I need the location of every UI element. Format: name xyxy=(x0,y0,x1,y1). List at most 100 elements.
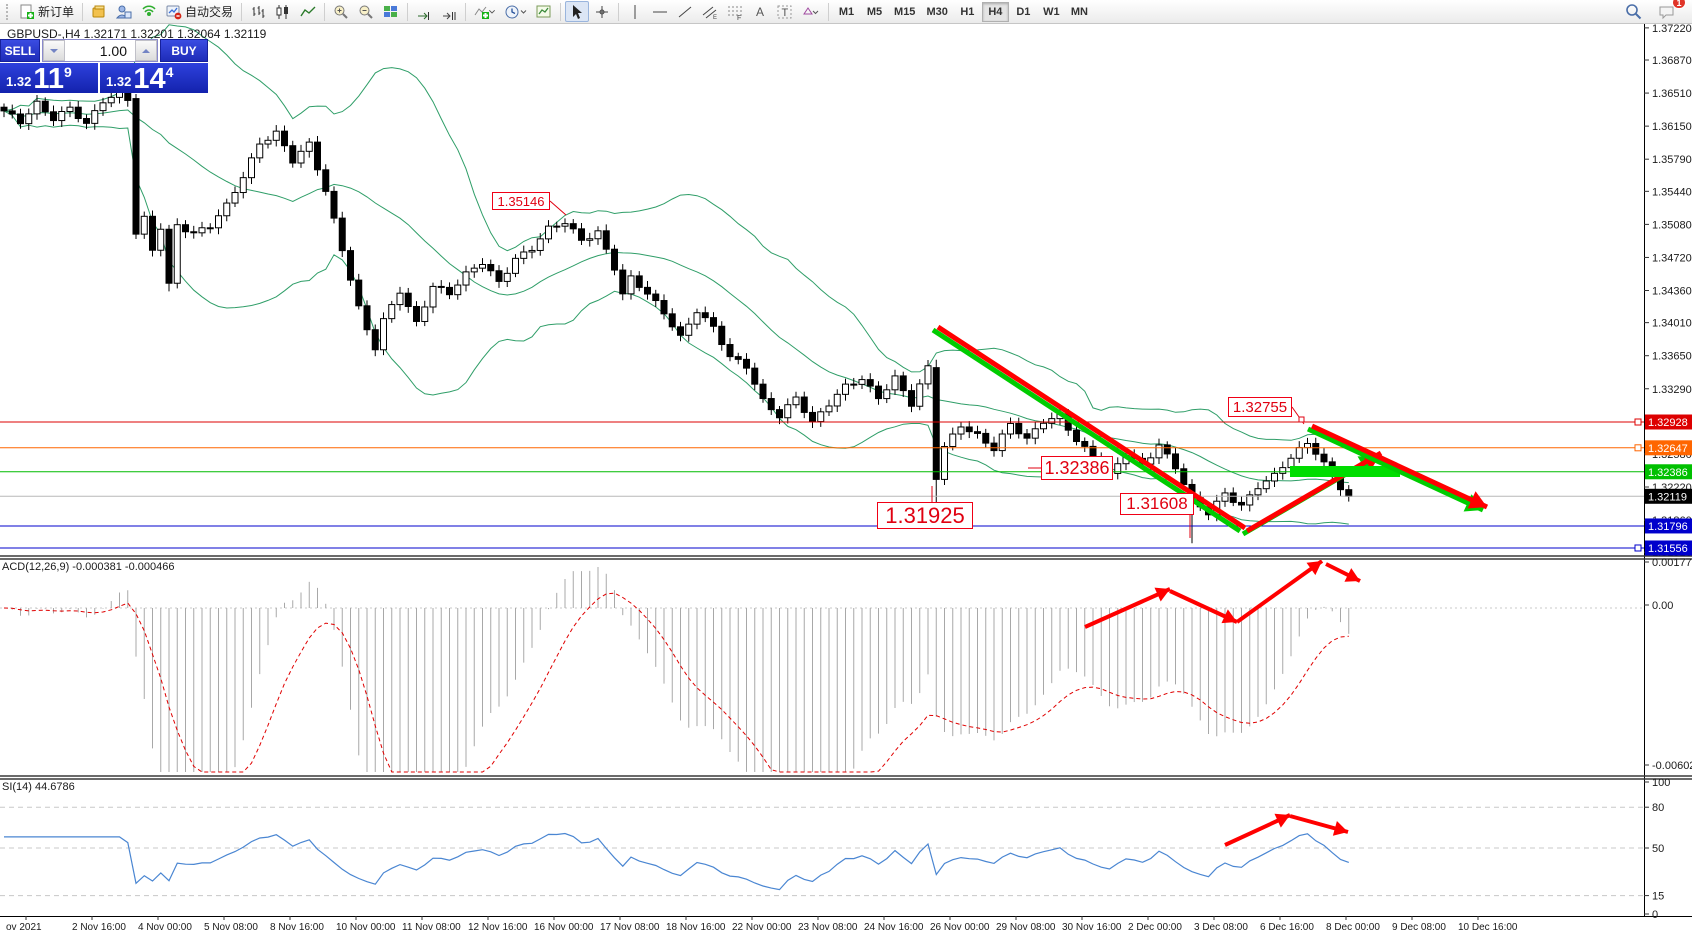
svg-text:100: 100 xyxy=(1652,777,1670,789)
macd-pane xyxy=(0,567,1644,773)
trend-line xyxy=(931,327,1242,534)
toolbar-separator xyxy=(828,2,830,21)
crosshair-tool-button[interactable] xyxy=(590,1,614,22)
text-label-tool-button[interactable]: T xyxy=(773,1,797,22)
vertical-line-tool-button[interactable] xyxy=(623,1,647,22)
svg-text:30 Nov 16:00: 30 Nov 16:00 xyxy=(1062,922,1122,933)
text-tool-button[interactable]: A xyxy=(748,1,772,22)
shapes-icon xyxy=(803,6,819,14)
price-tag xyxy=(1645,540,1692,556)
new-order-label: 新订单 xyxy=(38,5,75,19)
search-button[interactable] xyxy=(1621,1,1646,22)
svg-text:1.34720: 1.34720 xyxy=(1652,252,1692,264)
timeframe-button-m1[interactable]: M1 xyxy=(838,5,855,18)
volume-input[interactable]: 1.00 xyxy=(99,42,127,59)
bid-big-digits: 11 xyxy=(33,63,64,95)
shapes-tool-button[interactable] xyxy=(798,1,824,22)
navigator-button[interactable] xyxy=(112,1,136,22)
timeframe-button-h4[interactable]: H4 xyxy=(981,1,1009,22)
periods-icon xyxy=(505,5,527,18)
cursor-tool-button[interactable] xyxy=(565,1,590,22)
arrow-head xyxy=(1221,609,1237,624)
line-chart-button[interactable] xyxy=(296,1,320,22)
autotrading-button[interactable]: 自动交易 xyxy=(162,1,237,22)
bid-prefix: 1.32 xyxy=(6,74,32,89)
macd-drawings[interactable] xyxy=(1084,560,1361,629)
text-label-icon: T xyxy=(777,5,792,19)
market-watch-button[interactable] xyxy=(87,1,111,22)
price-tag xyxy=(1645,488,1692,504)
toolbar-separator xyxy=(465,2,467,21)
svg-text:2 Nov 16:00: 2 Nov 16:00 xyxy=(72,922,126,933)
svg-text:1.31796: 1.31796 xyxy=(1648,521,1688,533)
svg-text:1.36870: 1.36870 xyxy=(1652,55,1692,67)
templates-button[interactable] xyxy=(532,1,556,22)
arrow-head xyxy=(1274,813,1290,828)
axes xyxy=(0,24,1692,917)
caret-up-icon xyxy=(142,48,150,53)
bar-chart-button[interactable] xyxy=(246,1,270,22)
svg-text:17 Nov 08:00: 17 Nov 08:00 xyxy=(600,922,660,933)
timeframe-button-m30[interactable]: M30 xyxy=(926,5,948,18)
rsi-drawings[interactable] xyxy=(1224,813,1349,847)
chart-title: GBPUSD-,H4 1.32171 1.32201 1.32064 1.321… xyxy=(7,27,267,41)
timeframe-group: M1 M5 M15 M30 H1 H4 D1 W1 MN xyxy=(833,1,1093,22)
timeframe-button-d1[interactable]: D1 xyxy=(1016,5,1031,18)
svg-text:3 Dec 08:00: 3 Dec 08:00 xyxy=(1194,922,1248,933)
trendline-tool-button[interactable] xyxy=(673,1,697,22)
channel-tool-button[interactable]: E xyxy=(698,1,722,22)
trend-line xyxy=(1306,426,1485,513)
notification-badge: 1 xyxy=(1672,0,1686,9)
candlesticks xyxy=(0,85,1353,544)
bid-quote-panel[interactable]: 1.32 11 9 xyxy=(0,63,98,95)
svg-text:-0.00602: -0.00602 xyxy=(1652,760,1692,772)
fibonacci-tool-button[interactable]: F xyxy=(723,1,747,22)
timeframe-button-w1[interactable]: W1 xyxy=(1043,5,1060,18)
indicators-icon xyxy=(474,6,496,19)
timeframe-button-h1[interactable]: H1 xyxy=(960,5,975,18)
svg-text:8 Dec 00:00: 8 Dec 00:00 xyxy=(1326,922,1380,933)
price-tag xyxy=(1645,518,1692,534)
volume-spinner: 1.00 xyxy=(42,39,158,62)
line-chart-icon xyxy=(300,6,316,16)
svg-text:10 Dec 16:00: 10 Dec 16:00 xyxy=(1458,922,1518,933)
chat-bubble-icon xyxy=(1659,6,1674,19)
macd-signal-line xyxy=(3,592,1349,773)
svg-text:2 Dec 00:00: 2 Dec 00:00 xyxy=(1128,922,1182,933)
svg-text:10 Nov 00:00: 10 Nov 00:00 xyxy=(336,922,396,933)
zoom-out-button[interactable] xyxy=(354,1,378,22)
sell-button[interactable]: SELL xyxy=(0,39,40,62)
zoom-in-button[interactable] xyxy=(329,1,353,22)
market-watch-icon xyxy=(92,5,105,17)
timeframe-button-m5[interactable]: M5 xyxy=(866,5,883,18)
candlestick-button[interactable] xyxy=(271,1,295,22)
svg-text:1.37220: 1.37220 xyxy=(1652,23,1692,35)
new-order-button[interactable]: 新订单 xyxy=(15,1,78,22)
volume-decrease-button[interactable] xyxy=(43,40,65,61)
auto-scroll-button[interactable] xyxy=(412,1,436,22)
equidistant-channel-icon: E xyxy=(702,6,717,20)
svg-text:29 Nov 08:00: 29 Nov 08:00 xyxy=(996,922,1056,933)
price-tag xyxy=(1645,440,1692,456)
bid-pipette: 9 xyxy=(63,64,72,80)
svg-text:1.36150: 1.36150 xyxy=(1652,121,1692,133)
buy-button[interactable]: BUY xyxy=(160,39,208,62)
horizontal-line-tool-button[interactable] xyxy=(648,1,672,22)
terminal-button[interactable] xyxy=(137,1,161,22)
horizontal-line-icon xyxy=(653,11,668,12)
notifications-button[interactable]: 1 xyxy=(1654,0,1686,22)
ask-quote-panel[interactable]: 1.32 14 4 xyxy=(100,63,208,94)
svg-text:1.35440: 1.35440 xyxy=(1652,186,1692,198)
indicators-button[interactable] xyxy=(470,1,500,22)
periods-button[interactable] xyxy=(501,1,531,22)
chart-shift-button[interactable] xyxy=(437,1,461,22)
tile-windows-button[interactable] xyxy=(379,1,403,22)
timeframe-button-m15[interactable]: M15 xyxy=(894,5,916,18)
timeframe-button-mn[interactable]: MN xyxy=(1070,5,1088,18)
svg-text:A: A xyxy=(756,5,764,19)
trend-line xyxy=(1235,560,1324,624)
svg-text:1.32119: 1.32119 xyxy=(1648,491,1687,503)
volume-increase-button[interactable] xyxy=(135,40,157,61)
